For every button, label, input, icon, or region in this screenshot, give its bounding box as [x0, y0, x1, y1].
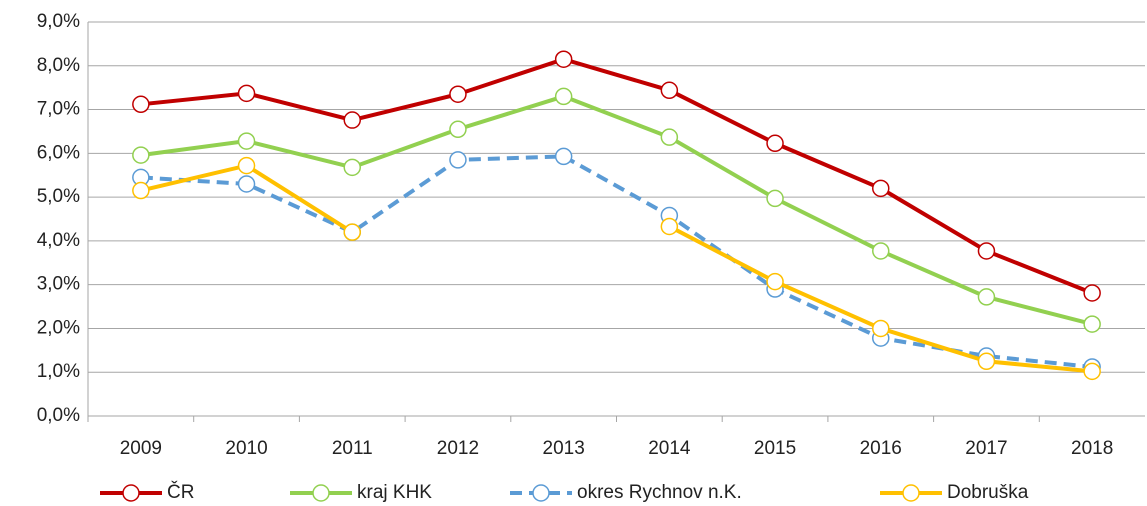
series-line	[140, 154, 1093, 369]
y-tick-label: 3,0%	[37, 274, 80, 295]
point	[132, 146, 150, 164]
x-tick-label: 2009	[120, 438, 162, 459]
series-line	[140, 57, 1093, 295]
y-tick-label: 7,0%	[37, 99, 80, 120]
y-tick-label: 9,0%	[37, 11, 80, 32]
point	[977, 352, 996, 371]
x-tick-label: 2010	[225, 438, 267, 459]
y-tick-label: 2,0%	[37, 317, 80, 338]
x-tick-label: 2014	[648, 438, 691, 459]
point	[766, 272, 784, 291]
point	[237, 175, 256, 193]
point	[132, 95, 150, 114]
series-line	[140, 94, 1093, 327]
y-tick-label: 4,0%	[37, 230, 80, 251]
legend-label: ČR	[167, 481, 194, 503]
legend-label: Dobruška	[947, 482, 1029, 503]
point	[449, 151, 467, 169]
point	[977, 288, 996, 306]
point	[237, 156, 256, 175]
point	[554, 87, 573, 106]
point	[660, 128, 679, 146]
point	[872, 242, 890, 260]
x-tick-label: 2013	[543, 438, 585, 459]
point	[449, 85, 467, 103]
point	[872, 319, 890, 338]
point	[660, 81, 679, 100]
y-tick-label: 0,0%	[37, 405, 80, 426]
x-tick-label: 2012	[437, 438, 479, 459]
point	[343, 158, 361, 177]
point	[343, 111, 361, 129]
point	[237, 132, 256, 150]
legend-marker	[902, 484, 920, 502]
x-tick-label: 2015	[754, 438, 796, 459]
y-tick-label: 6,0%	[37, 142, 80, 163]
point	[554, 50, 573, 68]
legend-marker	[312, 484, 330, 502]
point	[977, 242, 996, 260]
point	[343, 223, 361, 241]
legend-label: kraj KHK	[357, 482, 432, 503]
legend-label: okres Rychnov n.K.	[577, 482, 742, 503]
x-tick-label: 2017	[965, 438, 1007, 459]
point	[660, 217, 679, 236]
point	[132, 181, 150, 200]
point	[449, 120, 467, 139]
point	[237, 84, 256, 103]
legend-marker	[532, 484, 550, 502]
y-tick-label: 1,0%	[37, 361, 80, 382]
point	[554, 147, 573, 166]
y-tick-label: 8,0%	[37, 55, 80, 76]
x-tick-label: 2018	[1071, 438, 1113, 459]
legend-marker	[122, 484, 140, 502]
point	[766, 134, 784, 153]
point	[766, 189, 784, 208]
x-tick-label: 2011	[332, 438, 373, 459]
point	[1083, 284, 1101, 302]
y-tick-label: 5,0%	[37, 186, 80, 207]
point	[1083, 362, 1101, 381]
point	[872, 179, 890, 198]
x-tick-label: 2016	[860, 438, 902, 459]
point	[1083, 315, 1101, 333]
